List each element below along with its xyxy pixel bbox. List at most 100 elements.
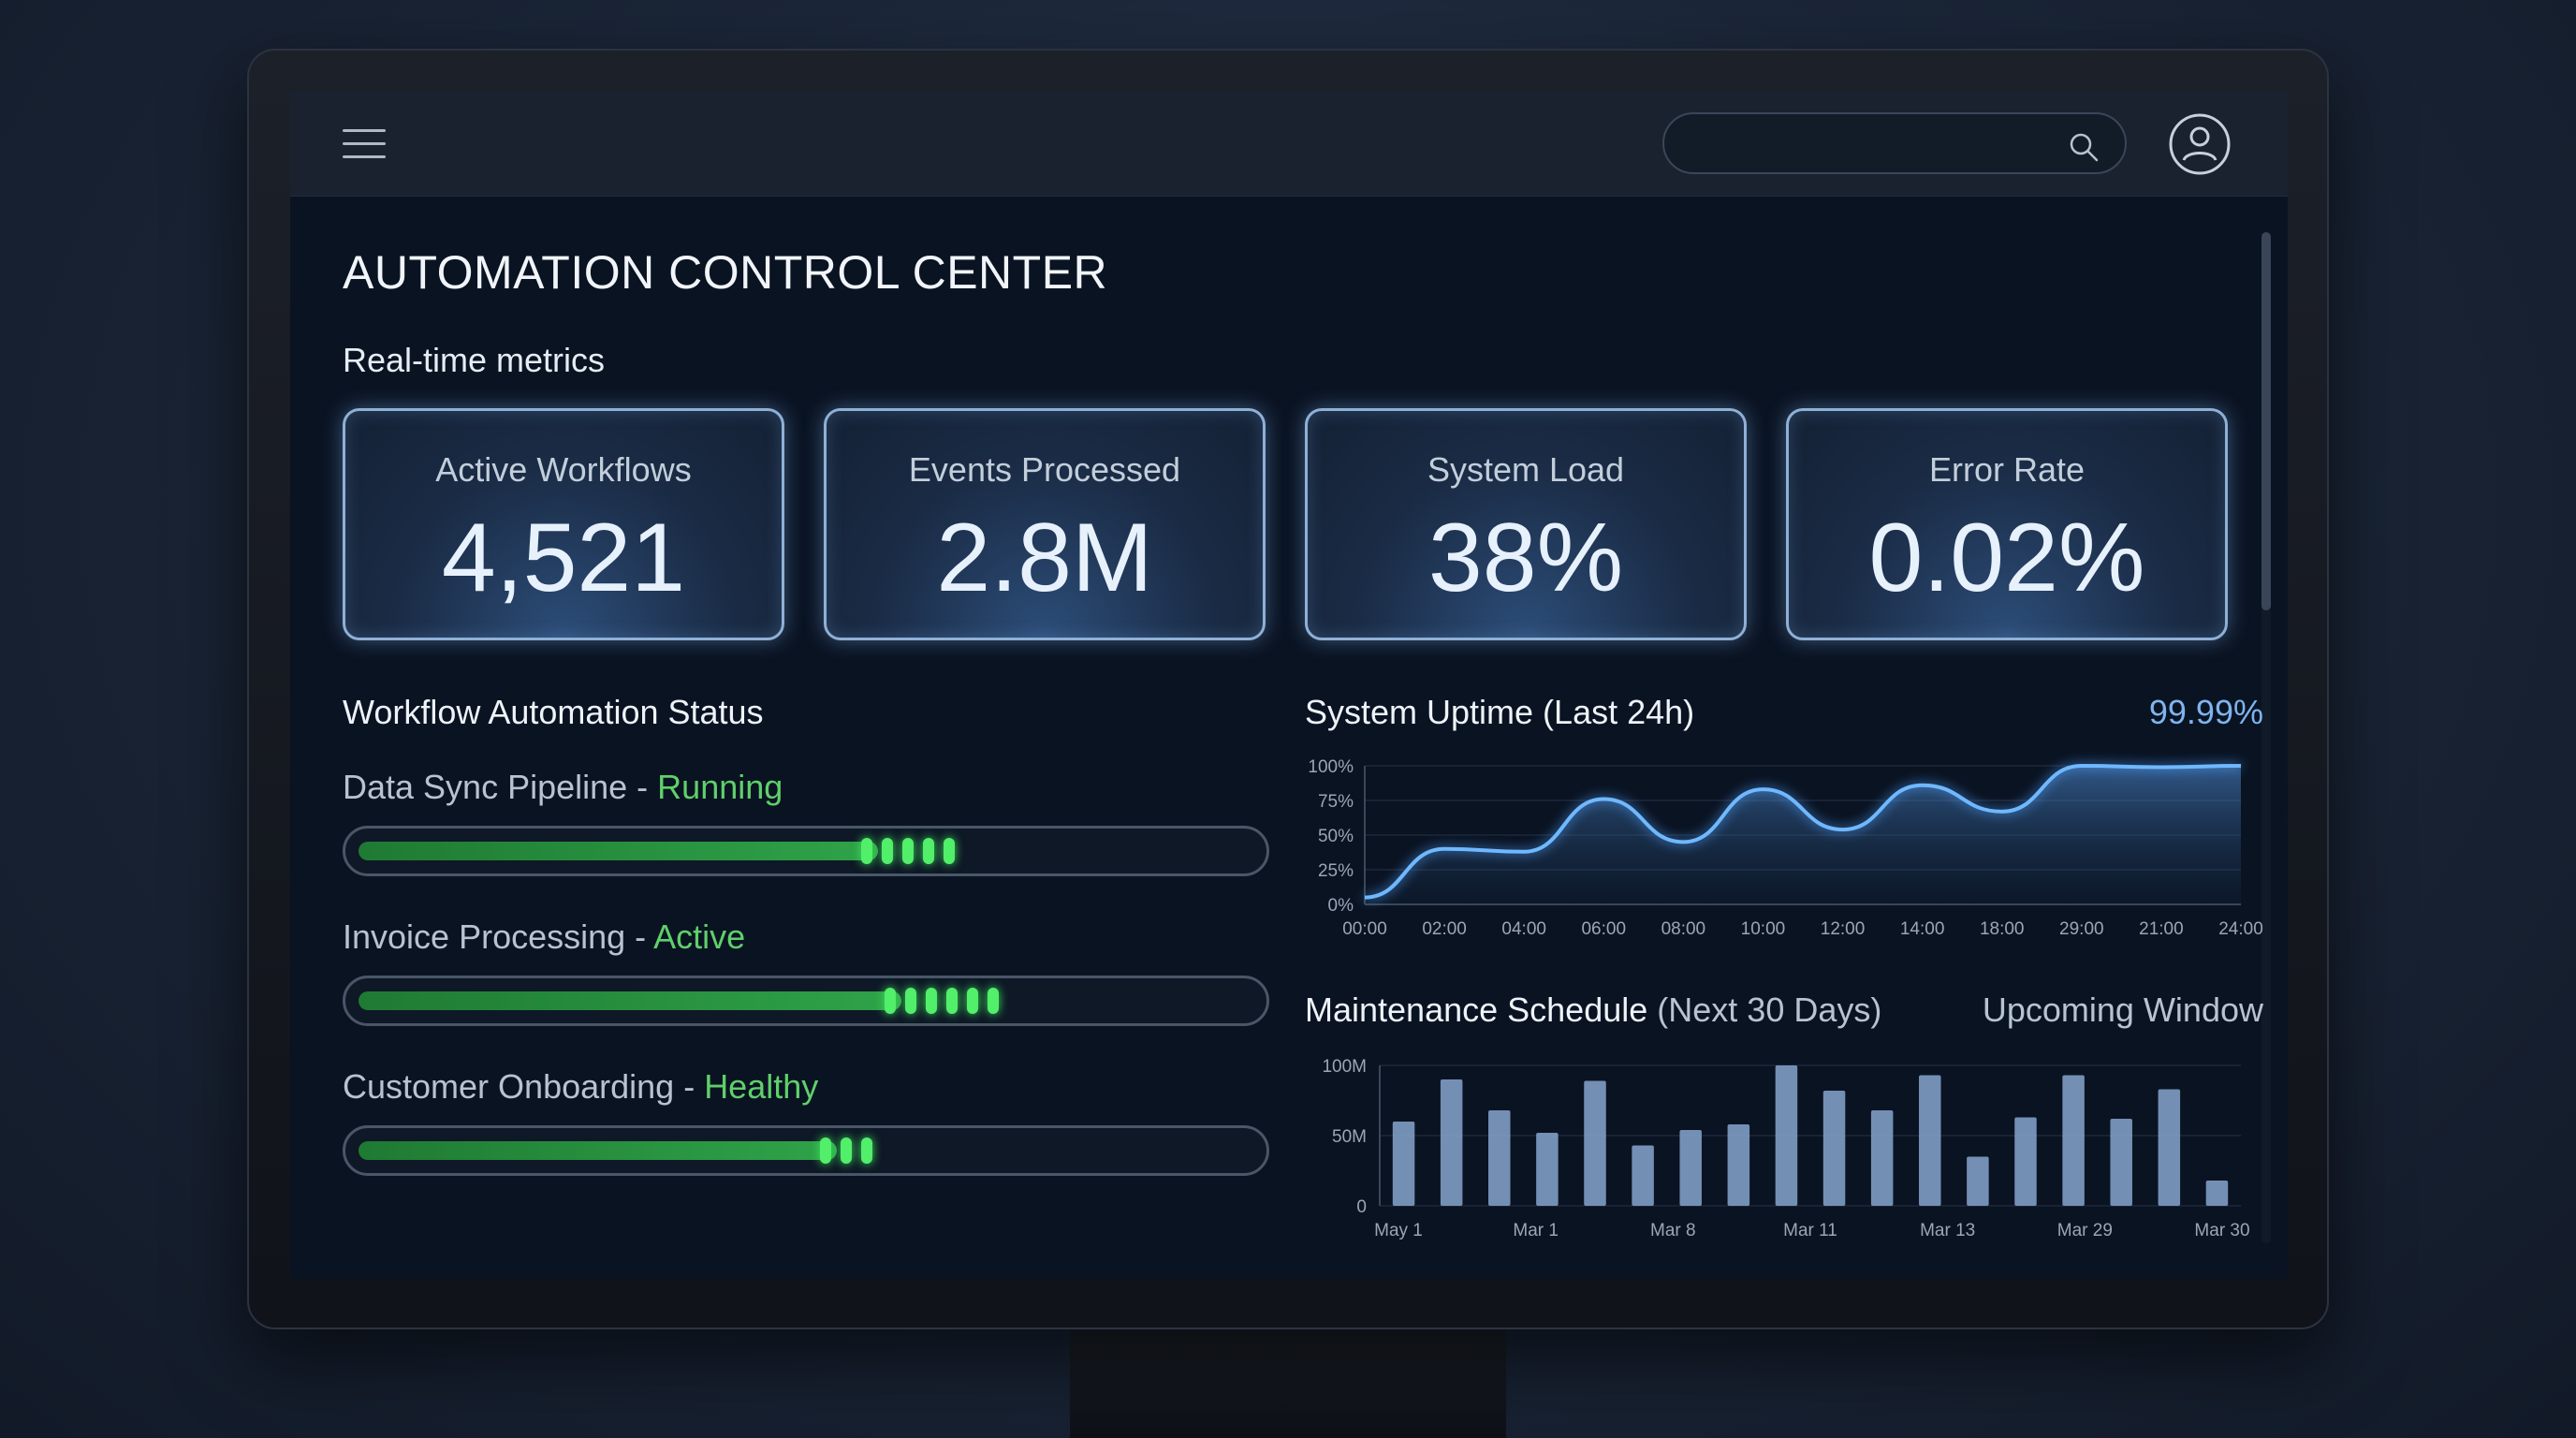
- progress-tick: [860, 1137, 872, 1164]
- progress-tick: [902, 838, 915, 864]
- maintenance-bar: [2110, 1119, 2132, 1206]
- progress-fill: [359, 991, 901, 1010]
- progress-fill: [359, 842, 879, 860]
- workflow-status-heading: Workflow Automation Status: [343, 693, 764, 731]
- x-tick-label: Mar 1: [1513, 1221, 1559, 1240]
- maintenance-bar: [1822, 1091, 1846, 1206]
- maintenance-bar: [2014, 1117, 2037, 1206]
- uptime-value: 99.99%: [2148, 693, 2263, 731]
- metric-value: 0.02%: [1868, 504, 2145, 612]
- progress-tick: [819, 1137, 831, 1164]
- user-avatar-icon[interactable]: [2168, 112, 2232, 176]
- workflow-separator: -: [674, 1067, 705, 1106]
- x-tick-label: 00:00: [1342, 919, 1387, 939]
- hamburger-menu-icon[interactable]: [343, 129, 386, 161]
- workflow-separator: -: [627, 768, 658, 806]
- progress-tick: [923, 838, 935, 864]
- x-tick-label: 08:00: [1661, 919, 1706, 939]
- y-tick-label: 25%: [1318, 861, 1354, 881]
- progress-tick: [882, 838, 894, 864]
- maintenance-bar: [1775, 1065, 1798, 1206]
- upcoming-window-link[interactable]: Upcoming Window: [1982, 990, 2263, 1029]
- top-bar: [290, 92, 2288, 197]
- x-tick-label: 14:00: [1900, 919, 1945, 939]
- progress-indicator: [861, 838, 956, 864]
- maintenance-bar: [1632, 1145, 1654, 1206]
- x-tick-label: 18:00: [1980, 919, 2025, 939]
- maintenance-bar: [2205, 1181, 2229, 1206]
- metric-value: 2.8M: [936, 504, 1153, 612]
- maintenance-bar: [1584, 1080, 1606, 1206]
- maintenance-range: (Next 30 Days): [1657, 990, 1882, 1029]
- y-tick-label: 100M: [1322, 1057, 1367, 1077]
- progress-fill: [359, 1141, 837, 1160]
- workflow-name: Data Sync Pipeline: [343, 768, 628, 806]
- metric-label: Events Processed: [908, 450, 1181, 489]
- x-tick-label: Mar 29: [2057, 1221, 2113, 1240]
- scrollbar[interactable]: [2261, 232, 2271, 1243]
- x-tick-label: Mar 11: [1783, 1221, 1837, 1240]
- search-input[interactable]: [1689, 125, 2044, 163]
- progress-indicator: [885, 988, 999, 1014]
- screen: AUTOMATION CONTROL CENTER Real-time metr…: [290, 92, 2288, 1279]
- progress-tick: [988, 988, 999, 1014]
- workflow-separator: -: [625, 917, 654, 956]
- metric-value: 38%: [1427, 504, 1624, 612]
- scrollbar-thumb[interactable]: [2261, 232, 2271, 610]
- x-tick-label: Mar 30: [2194, 1221, 2249, 1240]
- workflow-label-invoice: Invoice Processing - Active: [343, 917, 745, 957]
- y-tick-label: 0: [1356, 1197, 1367, 1217]
- workflow-status: Running: [657, 768, 783, 806]
- metric-card-active-workflows[interactable]: Active Workflows 4,521: [343, 408, 784, 640]
- metric-value: 4,521: [441, 504, 686, 612]
- progress-tick: [944, 838, 956, 864]
- metric-card-events-processed[interactable]: Events Processed 2.8M: [824, 408, 1266, 640]
- y-tick-label: 0%: [1328, 896, 1354, 916]
- workflow-label-onboarding: Customer Onboarding - Healthy: [343, 1067, 818, 1107]
- workflow-name: Invoice Processing: [343, 917, 626, 956]
- x-tick-label: 10:00: [1741, 919, 1786, 939]
- metric-card-system-load[interactable]: System Load 38%: [1305, 408, 1747, 640]
- search-icon[interactable]: [2067, 130, 2100, 164]
- progress-tick: [946, 988, 958, 1014]
- x-tick-label: Mar 8: [1650, 1221, 1696, 1240]
- maintenance-chart: 0 50M 100M May 1 Mar 1 Mar 8 Mar 11 Mar 13 Mar 2…: [1322, 1057, 2249, 1240]
- page-title: AUTOMATION CONTROL CENTER: [343, 246, 1108, 299]
- maintenance-bar: [1727, 1124, 1750, 1206]
- uptime-heading: System Uptime (Last 24h): [1305, 693, 1695, 731]
- workflow-status: Healthy: [704, 1067, 819, 1106]
- x-tick-label: May 1: [1374, 1221, 1423, 1240]
- progress-tick: [885, 988, 896, 1014]
- x-tick-label: 12:00: [1821, 919, 1866, 939]
- maintenance-bar: [1536, 1133, 1559, 1206]
- uptime-chart: 0% 25% 50% 75% 100% 00:00 02:00 04:00 06:00 08:00…: [1308, 757, 2263, 939]
- metric-label: Active Workflows: [435, 450, 692, 489]
- uptime-line: [1364, 763, 2242, 900]
- x-tick-label: 02:00: [1422, 919, 1467, 939]
- maintenance-bar: [1919, 1075, 1941, 1206]
- y-tick-label: 50M: [1332, 1127, 1367, 1147]
- x-tick-label: 06:00: [1581, 919, 1626, 939]
- workflow-name: Customer Onboarding: [343, 1067, 675, 1106]
- workflow-status: Active: [653, 917, 746, 956]
- progress-indicator: [819, 1137, 872, 1164]
- metric-label: Error Rate: [1928, 450, 2086, 489]
- progress-tick: [967, 988, 978, 1014]
- x-tick-label: 21:00: [2139, 919, 2184, 939]
- maintenance-bar: [1870, 1110, 1894, 1206]
- progress-tick: [905, 988, 916, 1014]
- progress-tick: [840, 1137, 852, 1164]
- maintenance-bar: [2158, 1089, 2181, 1206]
- x-tick-label: Mar 13: [1920, 1221, 1975, 1240]
- maintenance-bar: [1967, 1156, 1989, 1206]
- maintenance-bar: [2062, 1075, 2085, 1206]
- search-box[interactable]: [1662, 112, 2127, 174]
- metric-label: System Load: [1427, 450, 1625, 489]
- x-tick-label: 04:00: [1501, 919, 1546, 939]
- x-tick-label: 29:00: [2059, 919, 2104, 939]
- y-tick-label: 100%: [1308, 757, 1354, 777]
- metric-card-error-rate[interactable]: Error Rate 0.02%: [1786, 408, 2228, 640]
- maintenance-bar: [1392, 1122, 1415, 1206]
- x-tick-label: 24:00: [2218, 919, 2263, 939]
- y-tick-label: 75%: [1318, 792, 1354, 812]
